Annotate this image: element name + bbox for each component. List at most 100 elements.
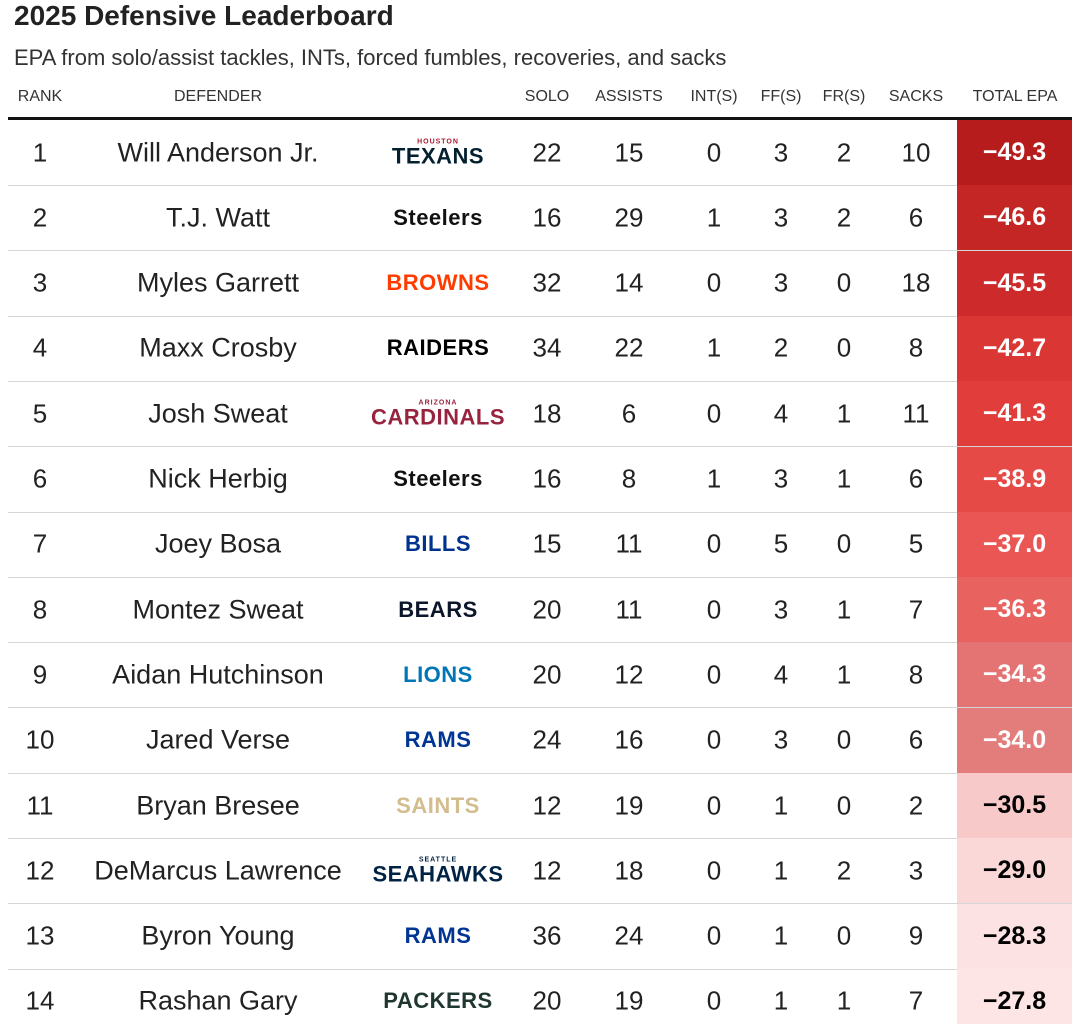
stat: 0 — [836, 724, 852, 755]
total-epa: −45.5 — [957, 250, 1072, 316]
stat: 8 — [908, 659, 924, 690]
defender-name: Josh Sweat — [148, 398, 288, 429]
logo-team: Steelers — [393, 204, 483, 230]
stat: 0 — [836, 920, 852, 951]
table-row: 5 Josh Sweat ARIZONA CARDINALS 18 6 0 4 1 11 −41.3 — [8, 381, 1072, 448]
defender-name: Rashan Gary — [138, 985, 298, 1016]
stat: 6 — [908, 202, 924, 233]
stat: 1 — [706, 332, 722, 363]
stat: 0 — [706, 528, 722, 559]
logo-team: Steelers — [393, 466, 483, 491]
total-epa: −34.3 — [957, 642, 1072, 708]
stat: 19 — [614, 985, 644, 1016]
rank: 3 — [32, 267, 48, 298]
rank: 1 — [32, 137, 48, 167]
team-logo: BILLS — [405, 533, 471, 555]
defender-name: DeMarcus Lawrence — [94, 855, 342, 886]
team-logo: SEATTLE SEAHAWKS — [372, 856, 503, 885]
stat: 1 — [706, 202, 722, 233]
stat: 0 — [706, 724, 722, 755]
defender-name: Byron Young — [141, 920, 295, 951]
column-header: FF(S) — [760, 88, 802, 105]
logo-team: BEARS — [398, 596, 478, 622]
stat: 24 — [614, 920, 644, 951]
total-epa: −29.0 — [957, 838, 1072, 904]
team-logo: BEARS — [398, 596, 478, 622]
stat: 0 — [836, 332, 852, 363]
stat: 1 — [773, 920, 789, 951]
logo-team: PACKERS — [383, 988, 493, 1014]
table-row: 6 Nick Herbig Steelers 16 8 1 3 1 6 −38.9 — [8, 446, 1072, 513]
stat: 20 — [532, 985, 562, 1016]
stat: 6 — [908, 463, 924, 494]
defender-name: Will Anderson Jr. — [117, 137, 319, 167]
stat: 12 — [614, 659, 644, 690]
stat: 18 — [901, 267, 931, 298]
stat: 18 — [614, 855, 644, 886]
stat: 16 — [614, 724, 644, 755]
defender-name: Myles Garrett — [136, 267, 300, 298]
stat: 11 — [615, 594, 643, 625]
table-row: 4 Maxx Crosby RAIDERS 34 22 1 2 0 8 −42.7 — [8, 315, 1072, 382]
stat: 4 — [773, 659, 789, 690]
defender-name: Jared Verse — [145, 724, 291, 755]
rank: 4 — [32, 332, 48, 363]
stat: 11 — [902, 398, 930, 429]
logo-team: RAIDERS — [386, 335, 490, 361]
column-header: SACKS — [888, 88, 944, 105]
title: 2025 Defensive Leaderboard — [14, 0, 394, 31]
defender-name: T.J. Watt — [165, 202, 271, 233]
total-epa: −30.5 — [957, 773, 1072, 838]
stat: 7 — [908, 594, 924, 625]
table-row: 8 Montez Sweat BEARS 20 11 0 3 1 7 −36.3 — [8, 577, 1072, 644]
stat: 3 — [773, 594, 789, 625]
rank: 2 — [32, 202, 48, 233]
stat: 3 — [773, 202, 789, 233]
stat: 15 — [614, 137, 644, 167]
stat: 5 — [773, 528, 789, 559]
total-epa: −46.6 — [957, 185, 1072, 251]
stat: 1 — [836, 398, 852, 429]
stat: 2 — [773, 332, 789, 363]
table-row: 1 Will Anderson Jr. HOUSTON TEXANS 22 15 0 3 2 10… — [8, 120, 1072, 186]
team-logo: RAIDERS — [387, 337, 490, 359]
stat: 3 — [908, 855, 924, 886]
total-epa: −41.3 — [957, 381, 1072, 447]
logo-city: HOUSTON — [417, 138, 459, 145]
defender-name: Joey Bosa — [154, 528, 282, 559]
rank: 12 — [25, 855, 55, 886]
stat: 11 — [615, 528, 643, 559]
stat: 15 — [532, 528, 562, 559]
team-logo: Steelers — [393, 204, 483, 230]
defender-name: Aidan Hutchinson — [112, 659, 324, 690]
total-epa: −49.3 — [957, 120, 1072, 185]
team-logo: SAINTS — [396, 794, 480, 817]
rank: 5 — [32, 398, 48, 429]
stat: 36 — [532, 920, 562, 951]
stat: 0 — [706, 398, 722, 429]
rank: 9 — [32, 659, 48, 690]
rank: 14 — [25, 985, 55, 1016]
team-logo: LIONS — [403, 663, 473, 686]
stat: 2 — [836, 137, 852, 167]
stat: 1 — [773, 790, 789, 820]
stat: 22 — [614, 332, 644, 363]
total-epa: −38.9 — [957, 446, 1072, 512]
stat: 2 — [836, 855, 852, 886]
column-header: TOTAL EPA — [972, 88, 1058, 105]
stat: 0 — [706, 855, 722, 886]
table-row: 9 Aidan Hutchinson LIONS 20 12 0 4 1 8 −34.3 — [8, 642, 1072, 709]
total-epa: −34.0 — [957, 707, 1072, 773]
stat: 32 — [532, 267, 562, 298]
stat: 3 — [773, 724, 789, 755]
stat: 34 — [532, 332, 562, 363]
team-logo: PACKERS — [383, 990, 492, 1012]
team-logo: RAMS — [405, 925, 472, 947]
stat: 2 — [908, 790, 924, 820]
defender-name: Nick Herbig — [148, 463, 288, 494]
stat: 4 — [773, 398, 789, 429]
table-row: 10 Jared Verse RAMS 24 16 0 3 0 6 −34.0 — [8, 707, 1072, 774]
stat: 20 — [532, 659, 562, 690]
stat: 3 — [773, 137, 789, 167]
stat: 16 — [532, 202, 562, 233]
